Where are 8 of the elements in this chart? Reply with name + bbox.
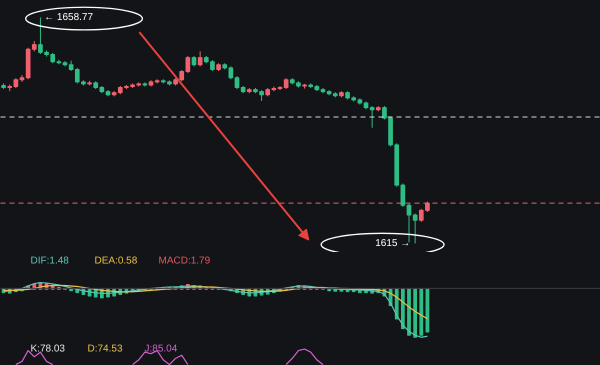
annotation: 1615 → [375, 238, 410, 249]
text: MACD:1.79 [158, 256, 211, 266]
legend-label: K:78.03 [30, 344, 66, 354]
text: DEA:0.58 [94, 256, 138, 266]
series-label: J:85.04 [144, 344, 178, 354]
series-label: DIF:1.48 [30, 256, 70, 266]
annotation: ← 1658.77 [44, 12, 94, 23]
legend-label: D:74.53 [88, 344, 123, 354]
